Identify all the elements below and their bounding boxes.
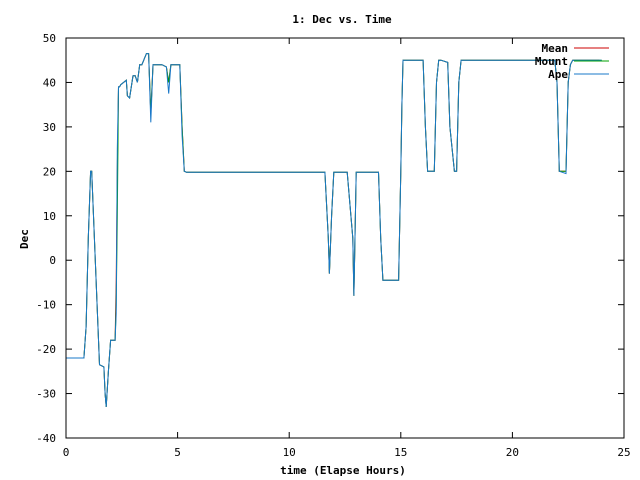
y-tick-label: 20 (43, 165, 56, 178)
chart-title: 1: Dec vs. Time (292, 13, 392, 26)
series-lines (66, 53, 602, 407)
x-tick-label: 10 (283, 446, 296, 459)
series-line-ape (66, 53, 602, 407)
y-tick-label: 50 (43, 32, 56, 45)
y-tick-label: -10 (36, 299, 56, 312)
x-tick-label: 25 (617, 446, 630, 459)
y-tick-label: -40 (36, 432, 56, 445)
legend-label-ape: Ape (548, 68, 568, 81)
series-line-mean (66, 53, 600, 407)
legend-label-mount: Mount (535, 55, 568, 68)
x-tick-label: 0 (63, 446, 70, 459)
y-tick-label: 40 (43, 76, 56, 89)
x-tick-label: 20 (506, 446, 519, 459)
y-tick-label: 0 (49, 254, 56, 267)
x-axis-label: time (Elapse Hours) (280, 464, 406, 477)
axis-ticks: 0 5 10 15 20 25 -40 -30 -20 -10 0 10 20 30 40 50 (36, 32, 631, 459)
y-tick-label: -30 (36, 388, 56, 401)
y-axis-label: Dec (18, 229, 31, 249)
y-tick-label: 30 (43, 121, 56, 134)
legend-label-mean: Mean (542, 42, 569, 55)
series-line-mount (66, 53, 602, 407)
x-tick-label: 15 (394, 446, 407, 459)
plot-frame (65, 37, 625, 439)
y-tick-label: 10 (43, 210, 56, 223)
y-tick-label: -20 (36, 343, 56, 356)
x-tick-label: 5 (174, 446, 181, 459)
